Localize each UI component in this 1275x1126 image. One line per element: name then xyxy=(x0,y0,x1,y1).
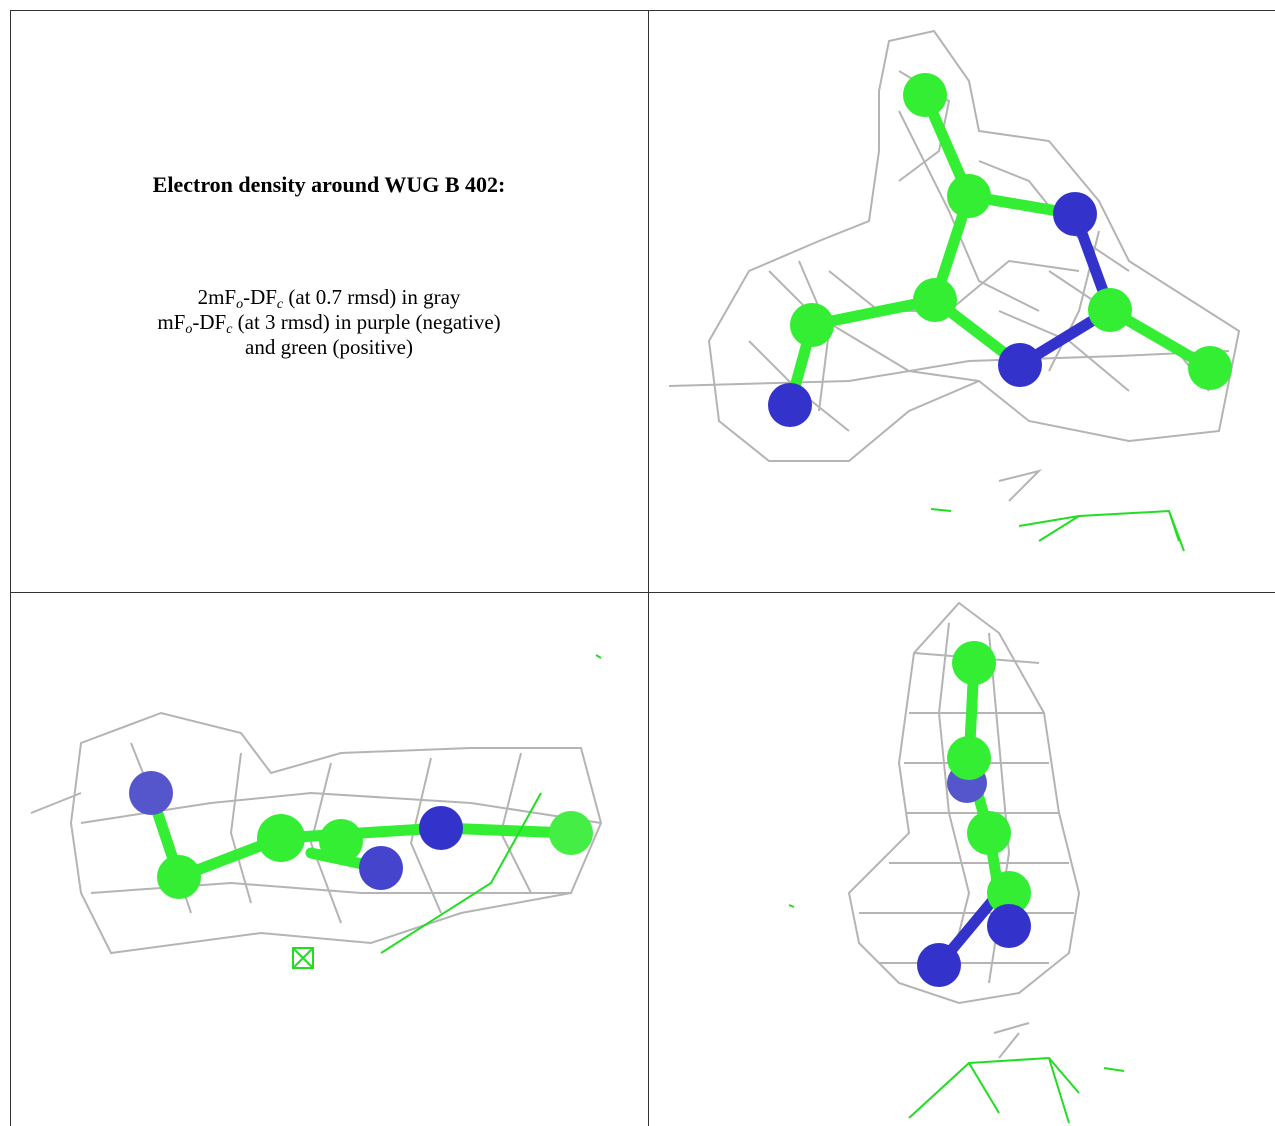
text: 2mF xyxy=(197,285,237,309)
difference-density xyxy=(930,508,1185,552)
legend-line: mFo-DFc (at 3 rmsd) in purple (negative) xyxy=(10,310,648,337)
subscript: o xyxy=(185,322,193,337)
divider xyxy=(648,10,649,1126)
density-view xyxy=(668,29,1241,552)
text: -DF xyxy=(192,310,227,334)
density-view xyxy=(788,601,1125,1124)
divider xyxy=(10,592,1275,593)
text: (at 0.7 rmsd) in gray xyxy=(283,285,461,309)
subscript: c xyxy=(226,322,233,337)
subscript: o xyxy=(236,297,244,312)
difference-density xyxy=(788,904,1125,1124)
table-frame xyxy=(10,10,1275,1126)
text: mF xyxy=(157,310,186,334)
molecule xyxy=(917,641,1031,987)
molecule xyxy=(768,73,1232,427)
text: and green (positive) xyxy=(245,335,413,359)
caption-title: Electron density around WUG B 402: xyxy=(152,172,506,197)
subscript: c xyxy=(276,297,284,312)
molecule xyxy=(129,771,593,899)
difference-density xyxy=(292,654,602,969)
text: -DF xyxy=(243,285,277,309)
caption-legend: 2mFo-DFc (at 0.7 rmsd) in gray mFo-DFc (… xyxy=(10,285,648,360)
legend-line: 2mFo-DFc (at 0.7 rmsd) in gray xyxy=(10,285,648,312)
legend-line: and green (positive) xyxy=(10,335,648,360)
text: (at 3 rmsd) in purple (negative) xyxy=(232,310,501,334)
density-view xyxy=(30,654,603,969)
density-mesh xyxy=(998,469,1043,502)
